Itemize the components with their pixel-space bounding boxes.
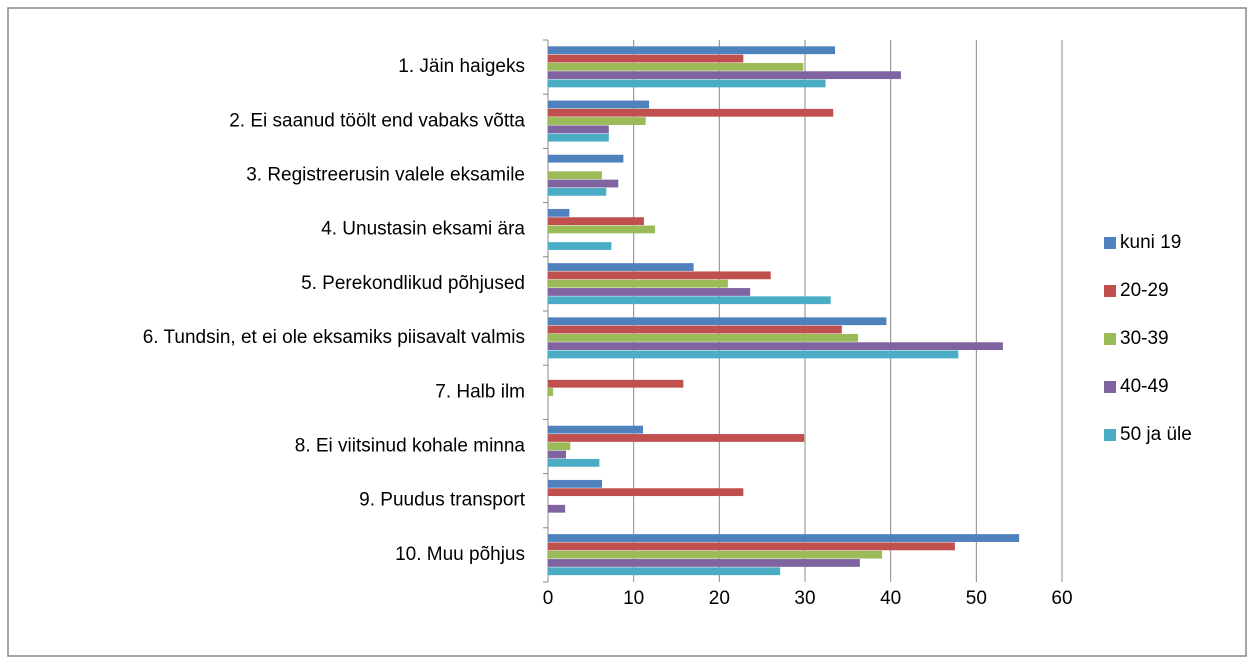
bar [548, 208, 570, 217]
y-tick-label: 9. Puudus transport [359, 490, 526, 511]
x-tick-label: 60 [1051, 588, 1072, 609]
bar [548, 71, 901, 80]
bar [548, 288, 751, 296]
bar [548, 458, 600, 467]
bar [548, 450, 566, 459]
bar [548, 317, 887, 326]
bar [548, 342, 1003, 351]
legend-label: 40-49 [1120, 376, 1169, 397]
y-tick-label: 6. Tundsin, et ei ole eksamiks piisavalt… [143, 327, 525, 348]
bar [548, 442, 571, 451]
legend-label: 30-39 [1120, 328, 1169, 349]
legend-label: 20-29 [1120, 280, 1169, 301]
bar [548, 271, 771, 280]
bar [548, 425, 644, 434]
bar [548, 534, 1020, 542]
bar [548, 263, 694, 271]
bar [548, 542, 955, 551]
bar [548, 488, 744, 497]
x-tick-label: 40 [880, 588, 901, 609]
bar [548, 217, 644, 226]
legend-swatch [1104, 381, 1116, 393]
bar [548, 171, 602, 180]
bar [548, 225, 656, 234]
bar [548, 117, 646, 125]
legend-label: kuni 19 [1120, 232, 1181, 253]
bar [548, 79, 826, 88]
y-tick-label: 10. Muu põhjus [395, 544, 525, 565]
y-tick-label: 5. Perekondlikud põhjused [301, 273, 525, 294]
bar [548, 100, 650, 109]
bar [548, 350, 959, 359]
bar [548, 46, 835, 55]
y-tick-label: 8. Ei viitsinud kohale minna [295, 436, 526, 457]
bar [548, 388, 554, 396]
bar [548, 179, 619, 188]
y-tick-label: 4. Unustasin eksami ära [321, 219, 525, 240]
bar [548, 325, 842, 334]
legend-swatch [1104, 285, 1116, 297]
bar [548, 187, 607, 196]
bar [548, 125, 609, 134]
bar [548, 559, 860, 567]
bar [548, 133, 609, 142]
bar [548, 242, 612, 250]
x-tick-label: 50 [966, 588, 987, 609]
bar [548, 279, 728, 288]
bar [548, 108, 834, 117]
bar [548, 434, 805, 442]
bar [548, 296, 831, 305]
bar [548, 479, 602, 488]
x-tick-label: 30 [794, 588, 815, 609]
bar [548, 333, 859, 342]
legend-label: 50 ja üle [1120, 424, 1192, 445]
bar [548, 54, 744, 63]
legend-swatch [1104, 429, 1116, 441]
bar [548, 379, 684, 388]
y-tick-label: 3. Registreerusin valele eksamile [246, 165, 525, 186]
y-tick-label: 2. Ei saanud töölt end vabaks võtta [229, 110, 525, 131]
y-tick-label: 1. Jäin haigeks [398, 56, 525, 77]
x-tick-label: 20 [709, 588, 730, 609]
bar [548, 504, 566, 513]
x-tick-label: 0 [543, 588, 554, 609]
x-tick-label: 10 [623, 588, 644, 609]
bar [548, 154, 624, 163]
bar [548, 62, 804, 71]
legend-swatch [1104, 333, 1116, 345]
bar [548, 567, 781, 576]
y-tick-label: 7. Halb ilm [435, 381, 525, 402]
legend-swatch [1104, 237, 1116, 249]
bar [548, 550, 883, 559]
